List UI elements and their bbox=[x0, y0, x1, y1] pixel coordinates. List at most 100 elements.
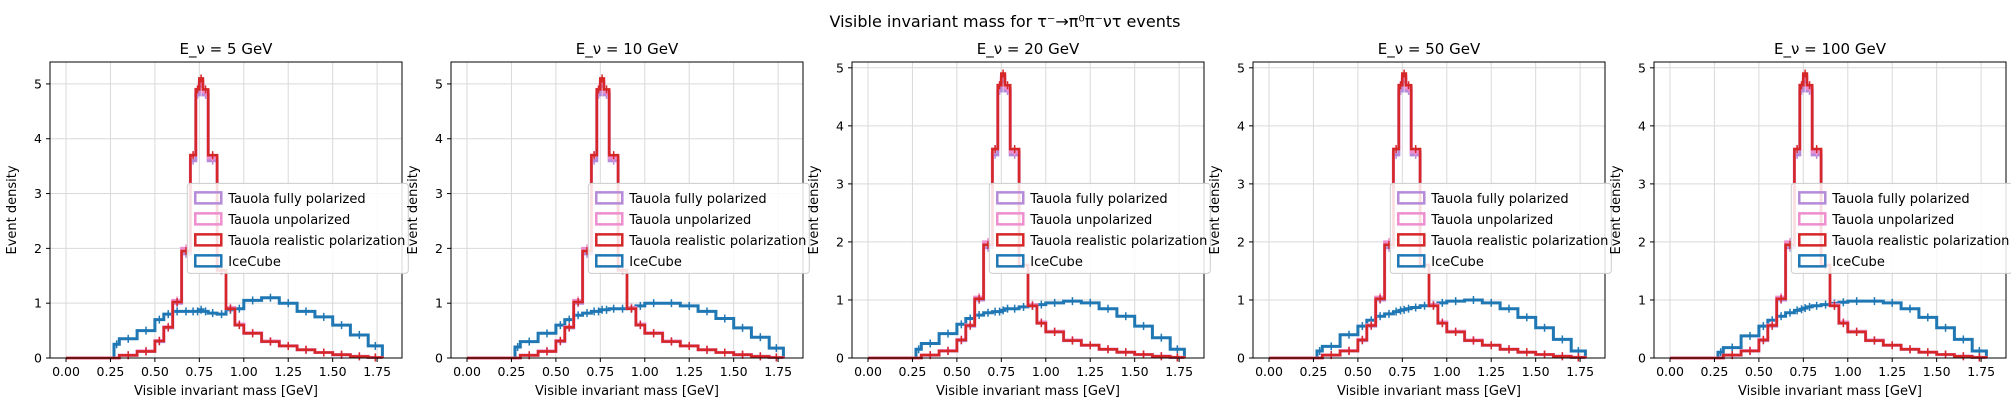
y-tick-label: 1 bbox=[34, 296, 42, 311]
x-tick-label: 1.25 bbox=[274, 364, 302, 379]
legend-box bbox=[1389, 182, 1612, 274]
legend-label: Tauola realistic polarization bbox=[628, 234, 806, 249]
legend-swatch bbox=[1798, 233, 1827, 247]
y-tick-label: 0 bbox=[34, 351, 42, 366]
x-tick-label: 0.50 bbox=[1745, 364, 1773, 379]
legend-item: IceCube bbox=[996, 254, 1083, 270]
legend-item: Tauola realistic polarization bbox=[194, 233, 405, 249]
legend-item: IceCube bbox=[194, 254, 281, 270]
subplot-1: 0.00 0.25 0.50 0.75 1.00 1.25 1.50 1.75 0 1 2 3 4 5 E_… bbox=[5, 40, 409, 399]
y-tick-label: 5 bbox=[1237, 60, 1245, 75]
subplot-2: 0.00 0.25 0.50 0.75 1.00 1.25 1.50 1.75 0 1 2 3 4 5 E_… bbox=[406, 40, 810, 399]
legend-swatch bbox=[1798, 191, 1827, 205]
legend-label: Tauola fully polarized bbox=[628, 192, 766, 207]
x-tick-label: 1.25 bbox=[675, 364, 703, 379]
legend-label: Tauola fully polarized bbox=[1831, 192, 1969, 207]
x-tick-label: 1.00 bbox=[1834, 364, 1862, 379]
series-line bbox=[1269, 72, 1587, 360]
legend: Tauola fully polarized Tauola unpolarized… bbox=[1389, 182, 1612, 274]
y-tick-label: 3 bbox=[34, 186, 42, 201]
legend-swatch bbox=[996, 233, 1025, 247]
x-tick-label: 1.75 bbox=[1165, 364, 1193, 379]
x-axis-label: Visible invariant mass [GeV] bbox=[535, 384, 719, 399]
x-tick-label: 0.50 bbox=[943, 364, 971, 379]
x-tick-label: 0.25 bbox=[1701, 364, 1729, 379]
legend-swatch bbox=[1397, 233, 1426, 247]
subplot-title: E_ν = 10 GeV bbox=[576, 40, 679, 59]
y-tick-label: 3 bbox=[435, 186, 443, 201]
y-axis-label: Event density bbox=[1609, 165, 1624, 254]
x-tick-label: 1.00 bbox=[1032, 364, 1060, 379]
x-tick-label: 0.75 bbox=[987, 364, 1015, 379]
x-tick-label: 0.25 bbox=[498, 364, 526, 379]
legend-box bbox=[988, 182, 1211, 274]
y-tick-label: 4 bbox=[1638, 118, 1646, 133]
legend-swatch bbox=[194, 254, 223, 268]
y-axis-label: Event density bbox=[5, 165, 20, 254]
x-tick-label: 0.50 bbox=[542, 364, 570, 379]
x-axis-label: Visible invariant mass [GeV] bbox=[1337, 384, 1521, 399]
legend-swatch bbox=[996, 212, 1025, 226]
x-tick-label: 1.75 bbox=[363, 364, 391, 379]
x-axis-label: Visible invariant mass [GeV] bbox=[936, 384, 1120, 399]
legend-label: Tauola unpolarized bbox=[628, 213, 751, 228]
legend-label: Tauola realistic polarization bbox=[1831, 234, 2009, 249]
x-tick-label: 0.75 bbox=[1388, 364, 1416, 379]
x-tick-label: 1.00 bbox=[631, 364, 659, 379]
series-line bbox=[868, 299, 1186, 360]
legend-label: Tauola unpolarized bbox=[1029, 213, 1152, 228]
series-line bbox=[66, 296, 384, 360]
legend-swatch bbox=[1798, 254, 1827, 268]
legend-item: Tauola fully polarized bbox=[996, 191, 1168, 207]
subplot-3: 0.00 0.25 0.50 0.75 1.00 1.25 1.50 1.75 0 1 2 3 4 5 E_… bbox=[807, 40, 1211, 399]
x-tick-label: 0.00 bbox=[1255, 364, 1283, 379]
series-line bbox=[1269, 298, 1587, 360]
y-tick-label: 0 bbox=[1638, 351, 1646, 366]
legend-item: Tauola unpolarized bbox=[194, 212, 350, 228]
y-tick-label: 0 bbox=[1237, 351, 1245, 366]
legend-label: Tauola unpolarized bbox=[227, 213, 350, 228]
x-tick-label: 1.75 bbox=[1967, 364, 1995, 379]
subplot-title: E_ν = 50 GeV bbox=[1378, 40, 1481, 59]
x-tick-label: 0.00 bbox=[1656, 364, 1684, 379]
x-tick-label: 0.75 bbox=[185, 364, 213, 379]
y-tick-label: 4 bbox=[435, 131, 443, 146]
y-tick-label: 4 bbox=[1237, 118, 1245, 133]
x-tick-label: 1.00 bbox=[1433, 364, 1461, 379]
y-tick-label: 5 bbox=[1638, 60, 1646, 75]
x-tick-label: 0.75 bbox=[586, 364, 614, 379]
legend-swatch bbox=[194, 233, 223, 247]
x-tick-label: 1.00 bbox=[230, 364, 258, 379]
series-line bbox=[1670, 299, 1988, 360]
x-tick-label: 0.00 bbox=[52, 364, 80, 379]
x-tick-label: 0.25 bbox=[97, 364, 125, 379]
legend-swatch bbox=[595, 212, 624, 226]
y-tick-label: 0 bbox=[435, 351, 443, 366]
panels: 0.00 0.25 0.50 0.75 1.00 1.25 1.50 1.75 0 1 2 3 4 5 E_… bbox=[5, 40, 2011, 399]
legend-label: IceCube bbox=[1832, 255, 1885, 270]
series-line bbox=[467, 77, 785, 360]
x-axis-label: Visible invariant mass [GeV] bbox=[1738, 384, 1922, 399]
x-tick-label: 1.75 bbox=[764, 364, 792, 379]
legend-item: Tauola fully polarized bbox=[1798, 191, 1970, 207]
legend-item: Tauola unpolarized bbox=[1397, 212, 1553, 228]
subplot-title: E_ν = 5 GeV bbox=[180, 40, 274, 59]
legend-swatch bbox=[595, 191, 624, 205]
y-tick-label: 2 bbox=[435, 241, 443, 256]
legend-item: IceCube bbox=[1397, 254, 1484, 270]
legend-item: Tauola realistic polarization bbox=[996, 233, 1207, 249]
x-axis-label: Visible invariant mass [GeV] bbox=[134, 384, 318, 399]
x-tick-label: 1.50 bbox=[1121, 364, 1149, 379]
x-tick-label: 0.00 bbox=[453, 364, 481, 379]
y-tick-label: 4 bbox=[34, 131, 42, 146]
series-line bbox=[1670, 72, 1988, 360]
x-tick-label: 0.50 bbox=[1344, 364, 1372, 379]
legend-box bbox=[1790, 182, 2011, 274]
y-tick-label: 0 bbox=[836, 351, 844, 366]
legend-label: Tauola realistic polarization bbox=[1029, 234, 1207, 249]
y-tick-label: 3 bbox=[1638, 176, 1646, 191]
legend-swatch bbox=[194, 212, 223, 226]
legend-item: IceCube bbox=[595, 254, 682, 270]
subplot-5: 0.00 0.25 0.50 0.75 1.00 1.25 1.50 1.75 0 1 2 3 4 5 E_… bbox=[1609, 40, 2011, 399]
